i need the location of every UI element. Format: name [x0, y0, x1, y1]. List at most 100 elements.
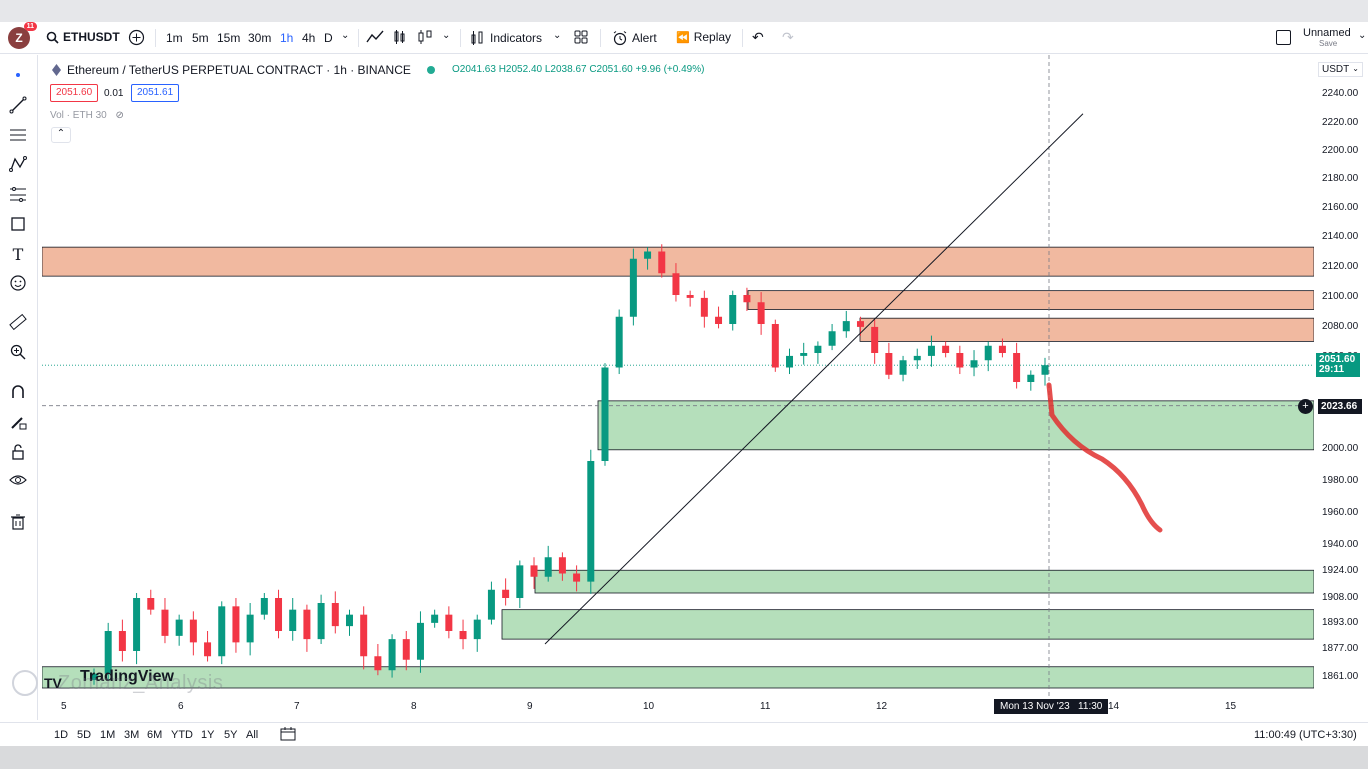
add-alert-plus-icon[interactable]: + — [1298, 398, 1313, 414]
candle-body — [331, 603, 339, 627]
alert-button[interactable]: Alert — [612, 30, 657, 46]
timeframe-30m[interactable]: 30m — [248, 31, 272, 45]
screen-footer — [0, 746, 1368, 769]
user-avatar[interactable]: Z 11 — [8, 22, 37, 49]
candle-body — [927, 345, 935, 356]
save-label: Save — [1319, 39, 1338, 48]
lock-icon[interactable] — [8, 442, 28, 462]
line-chart-icon — [366, 30, 384, 43]
time-tick-label: 8 — [411, 701, 417, 712]
price-tick-label: 2160.00 — [1322, 202, 1359, 213]
bid-price-button[interactable]: 2051.60 — [50, 84, 99, 102]
magnet-icon[interactable] — [8, 382, 28, 402]
layout-checkbox[interactable] — [1276, 30, 1291, 45]
hidden-eye-icon[interactable]: ⊘ — [115, 110, 124, 121]
candle-body — [743, 295, 751, 303]
chart-type-dropdown[interactable]: ⌄ — [442, 30, 451, 41]
symbol-search[interactable]: ETHUSDT — [46, 30, 120, 44]
horizontal-lines-icon[interactable] — [8, 125, 28, 145]
grid-icon — [574, 30, 588, 44]
go-to-date-button[interactable] — [280, 727, 296, 744]
clock-timezone[interactable]: 11:00:49 (UTC+3:30) — [1254, 729, 1357, 741]
plus-circle-icon — [128, 29, 145, 46]
timeframe-1h[interactable]: 1h — [280, 31, 294, 45]
range-ytd[interactable]: YTD — [171, 729, 193, 741]
range-3m[interactable]: 3M — [124, 729, 140, 741]
candle-body — [771, 324, 779, 368]
trash-icon[interactable] — [8, 512, 28, 532]
price-chart[interactable] — [42, 55, 1314, 698]
timeframe-dropdown[interactable]: ⌄ — [341, 30, 350, 41]
trend-line-icon[interactable] — [8, 95, 28, 115]
indicators-button[interactable]: Indicators — [470, 30, 542, 46]
layout-dropdown[interactable]: ⌄ — [1358, 30, 1367, 41]
candle-body — [147, 598, 155, 610]
replay-label: Replay — [693, 30, 732, 44]
ask-price-button[interactable]: 2051.61 — [131, 84, 180, 102]
layout-name: Unnamed — [1303, 27, 1351, 39]
crosshair-dot-icon[interactable] — [8, 65, 28, 85]
timeframe-1m[interactable]: 1m — [166, 31, 183, 45]
demand-zone — [534, 569, 1314, 594]
bar-countdown: 29:11 — [1319, 364, 1345, 376]
range-5y[interactable]: 5Y — [224, 729, 238, 741]
crosshair-price-label: 2023.66 — [1318, 398, 1362, 414]
candle-body — [204, 642, 212, 657]
range-1d[interactable]: 1D — [54, 729, 69, 741]
drawing-toolbar: T — [0, 55, 38, 720]
text-tool-icon[interactable]: T — [12, 244, 24, 264]
chart-type-bars-button[interactable] — [393, 29, 407, 45]
layout-name-button[interactable]: Unnamed Save — [1303, 27, 1351, 48]
indicators-dropdown[interactable]: ⌄ — [553, 30, 562, 41]
candle-body — [658, 251, 666, 274]
candle-body — [629, 258, 637, 317]
bottom-toolbar: 1D 5D 1M 3M 6M YTD 1Y 5Y All 11:00:49 (UTC+3:30) — [0, 722, 1368, 746]
emoji-icon[interactable] — [8, 273, 28, 293]
calendar-icon — [280, 727, 296, 741]
currency-selector[interactable]: USDT ⌄ — [1318, 62, 1363, 77]
undo-button[interactable]: ↶ — [752, 29, 764, 46]
chart-pane[interactable] — [42, 55, 1314, 698]
price-tick-label: 1861.00 — [1322, 671, 1359, 682]
candle-body — [842, 321, 850, 332]
range-1m[interactable]: 1M — [100, 729, 116, 741]
range-6m[interactable]: 6M — [147, 729, 163, 741]
time-axis[interactable]: 5 6 7 8 9 10 11 12 14 15 Mon 13 Nov '23 11:30 — [42, 698, 1314, 716]
redo-icon: ↷ — [782, 29, 794, 45]
top-toolbar — [0, 22, 1368, 54]
ruler-icon[interactable] — [8, 312, 28, 332]
zoom-in-icon[interactable] — [8, 342, 28, 362]
range-5d[interactable]: 5D — [77, 729, 92, 741]
chart-type-candles-button[interactable] — [417, 29, 433, 45]
candle-body — [700, 297, 708, 317]
rewind-icon: ⏪ — [676, 31, 690, 44]
candle-body — [445, 614, 453, 631]
chart-type-line-button[interactable] — [366, 29, 384, 45]
bars-icon — [394, 30, 405, 44]
time-tick-label: 10 — [643, 701, 655, 712]
timeframe-5m[interactable]: 5m — [192, 31, 209, 45]
timeframe-15m[interactable]: 15m — [217, 31, 241, 45]
redo-button[interactable]: ↷ — [782, 29, 794, 46]
range-1y[interactable]: 1Y — [201, 729, 215, 741]
eye-icon[interactable] — [8, 470, 28, 490]
pencil-lock-icon[interactable] — [8, 412, 28, 432]
layout-grid-button[interactable] — [573, 29, 589, 45]
candle-body — [345, 614, 353, 627]
timeframe-4h[interactable]: 4h — [302, 31, 316, 45]
replay-button[interactable]: ⏪ Replay — [676, 30, 731, 44]
range-all[interactable]: All — [246, 729, 259, 741]
price-tick-label: 2100.00 — [1322, 291, 1359, 302]
price-tick-label: 1877.00 — [1322, 643, 1359, 654]
rectangle-icon[interactable] — [8, 214, 28, 234]
undo-icon: ↶ — [752, 29, 764, 45]
collapse-legend-button[interactable]: ⌃ — [51, 127, 71, 143]
watermark: TV — [12, 670, 62, 696]
candle-body — [530, 565, 538, 577]
candle-body — [615, 316, 623, 368]
currency-label: USDT — [1322, 64, 1350, 75]
timeframe-d[interactable]: D — [324, 31, 333, 45]
pattern-icon[interactable] — [8, 154, 28, 174]
fib-icon[interactable] — [8, 184, 28, 204]
compare-symbol-button[interactable] — [128, 29, 145, 46]
